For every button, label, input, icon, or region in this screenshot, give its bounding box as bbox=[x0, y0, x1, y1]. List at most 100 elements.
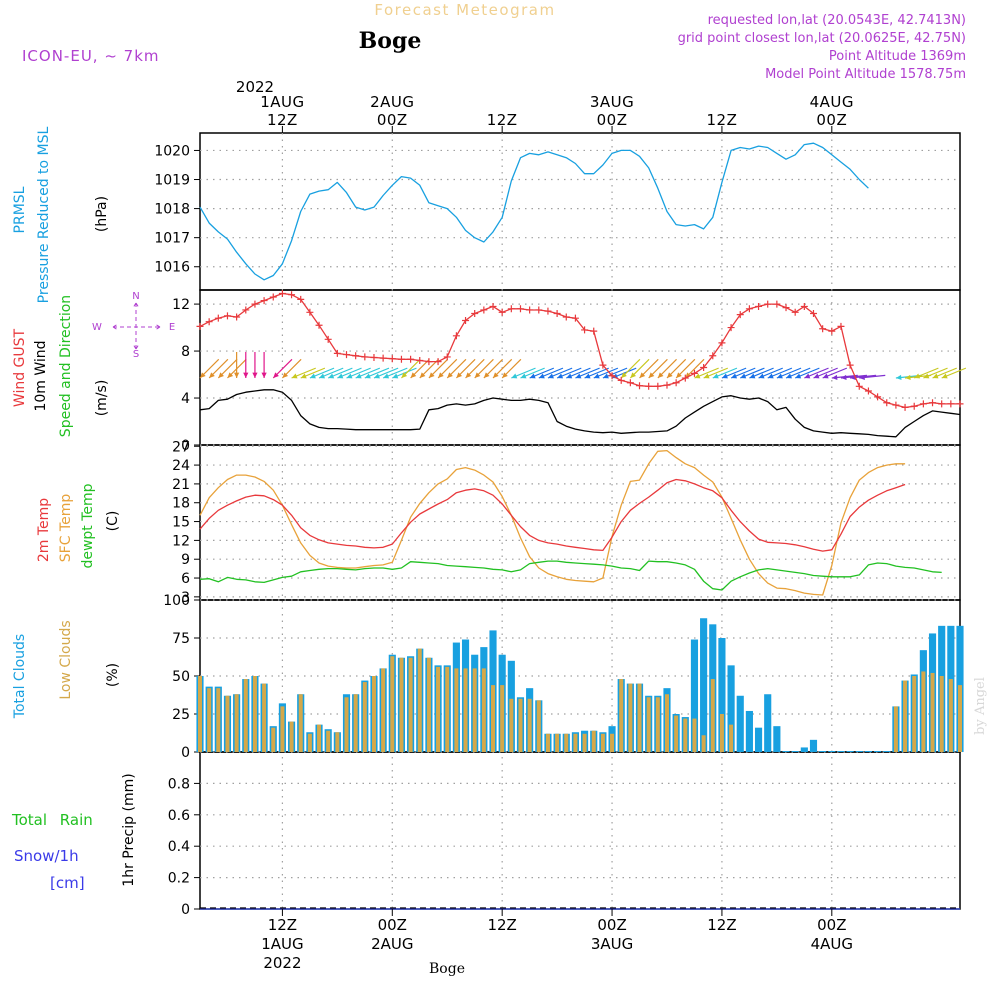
wind-arrow bbox=[639, 358, 659, 379]
wind-arrow-head bbox=[392, 373, 399, 379]
wind-arrow-head bbox=[914, 373, 921, 379]
model-point-altitude: Model Point Altitude 1578.75m bbox=[765, 67, 966, 82]
wind-arrow-head bbox=[234, 372, 240, 378]
gust-marker bbox=[855, 382, 863, 390]
wind-arrow-head bbox=[456, 372, 463, 378]
gust-marker bbox=[343, 351, 351, 359]
gust-marker bbox=[700, 364, 708, 371]
gust-marker bbox=[205, 318, 213, 326]
low-clouds-bar bbox=[472, 668, 477, 752]
gust-marker bbox=[599, 361, 607, 369]
gust-marker bbox=[370, 354, 378, 362]
gust-marker bbox=[306, 308, 314, 316]
wind-speed-series bbox=[199, 389, 961, 438]
gust-marker bbox=[947, 400, 955, 408]
wind-arrow-head bbox=[218, 372, 224, 378]
low-clouds-bar bbox=[426, 657, 431, 752]
wind-arrow-head bbox=[786, 373, 793, 379]
wind-arrow bbox=[281, 358, 302, 379]
total-clouds-bar bbox=[727, 665, 735, 752]
wind-arrow-head bbox=[401, 372, 408, 378]
grid-point-coords: grid point closest lon,lat (20.0625E, 42… bbox=[678, 31, 966, 46]
gust-marker bbox=[233, 313, 241, 321]
low-clouds-bar bbox=[573, 733, 578, 752]
gust-marker bbox=[278, 290, 286, 298]
temp-ytick-label: 6 bbox=[181, 571, 190, 587]
low-clouds-bar bbox=[582, 733, 587, 752]
wind-arrow-head bbox=[795, 373, 802, 379]
wind-arrow bbox=[520, 367, 545, 379]
pressure-ytick-label: 1018 bbox=[154, 202, 190, 218]
gust-marker bbox=[929, 399, 937, 407]
low-clouds-bar bbox=[527, 698, 532, 752]
gust-marker bbox=[608, 372, 616, 380]
low-clouds-bar bbox=[536, 700, 541, 752]
wind-arrow bbox=[776, 367, 802, 379]
gust-marker bbox=[443, 353, 451, 361]
total-clouds-bar bbox=[809, 739, 818, 752]
wind-arrow-head bbox=[291, 373, 298, 379]
top-tick-label: 00Z bbox=[597, 111, 628, 129]
data-layer bbox=[196, 143, 967, 910]
gust-marker bbox=[489, 302, 497, 310]
wind-arrow-head bbox=[712, 373, 719, 379]
wind-arrow-head bbox=[319, 373, 326, 379]
bottom-tick-label: 12Z bbox=[268, 916, 297, 934]
wind-arrow-head bbox=[243, 372, 249, 378]
wind-arrow-head bbox=[428, 372, 435, 378]
gust-marker bbox=[681, 374, 689, 382]
gust-marker bbox=[434, 358, 442, 366]
wind-arrow-head bbox=[740, 373, 747, 379]
bottom-tick-label: 00Z bbox=[817, 916, 846, 934]
low-clouds-bar bbox=[317, 724, 322, 752]
bottom-tick-label: 00Z bbox=[597, 916, 626, 934]
wind-arrow-head bbox=[602, 373, 609, 379]
y-axis-labels: 1016 1017 1018 1019 1020 0 4 8 12 3 6 9 12 15 18 21 24 27… bbox=[154, 143, 200, 918]
wind-arrow-head bbox=[438, 372, 444, 378]
wind-arrow-head bbox=[923, 373, 930, 379]
gust-marker bbox=[791, 308, 799, 316]
clouds-ytick-label: 50 bbox=[172, 669, 190, 685]
gust-marker bbox=[590, 327, 598, 335]
temp-2m-series bbox=[199, 478, 906, 552]
wind-arrow-head bbox=[584, 373, 591, 379]
gust-marker bbox=[223, 312, 231, 320]
total-clouds-bar bbox=[754, 727, 763, 752]
gust-marker bbox=[883, 399, 891, 407]
pressure-label-unit: (hPa) bbox=[94, 196, 110, 232]
low-clouds-bar bbox=[262, 683, 267, 752]
gust-marker bbox=[956, 400, 964, 408]
wind-arrow bbox=[923, 367, 948, 379]
wind-arrow bbox=[455, 358, 476, 379]
low-clouds-bar bbox=[252, 676, 257, 752]
wind-arrow bbox=[364, 367, 390, 379]
low-clouds-bar bbox=[619, 679, 624, 752]
temp-ytick-label: 21 bbox=[172, 477, 190, 493]
gust-marker bbox=[507, 305, 515, 313]
gust-marker bbox=[892, 401, 900, 409]
gust-marker bbox=[828, 327, 836, 335]
low-clouds-bar bbox=[280, 706, 285, 752]
gust-marker bbox=[910, 402, 918, 410]
point-altitude: Point Altitude 1369m bbox=[829, 49, 966, 64]
wind-arrow-head bbox=[831, 374, 838, 381]
total-clouds-bar bbox=[745, 710, 753, 752]
pressure-ytick-label: 1019 bbox=[154, 173, 190, 189]
low-clouds-bar bbox=[307, 733, 312, 752]
wind-arrow bbox=[794, 367, 820, 379]
low-clouds-bar bbox=[481, 668, 486, 752]
precip-ytick-label: 0.8 bbox=[168, 776, 190, 792]
wind-arrow-head bbox=[932, 373, 939, 379]
wind-arrow-head bbox=[557, 373, 564, 379]
total-clouds-bar bbox=[736, 695, 744, 752]
wind-arrow bbox=[758, 367, 783, 379]
wind-label-gust: Wind GUST bbox=[12, 328, 28, 407]
gust-marker bbox=[837, 322, 845, 330]
wind-arrow-head bbox=[346, 373, 353, 379]
wind-arrow bbox=[327, 367, 353, 379]
total-clouds-bar bbox=[800, 747, 808, 752]
wind-arrow-head bbox=[337, 373, 344, 379]
low-clouds-bar bbox=[674, 715, 679, 752]
